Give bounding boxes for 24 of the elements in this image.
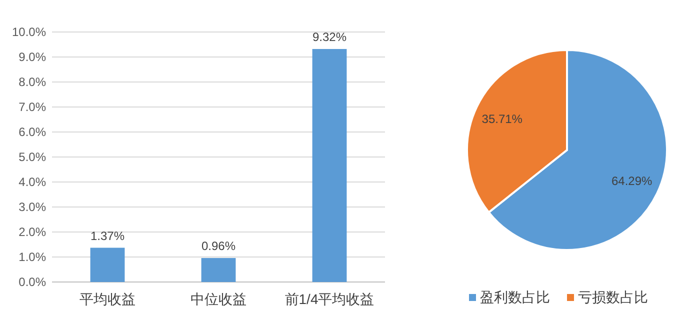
y-tick-label: 7.0% (18, 100, 46, 114)
y-tick-label: 10.0% (12, 25, 46, 39)
y-tick-label: 2.0% (18, 225, 46, 239)
x-tick-label: 中位收益 (190, 291, 246, 307)
y-tick-label: 3.0% (18, 200, 46, 214)
y-tick-label: 5.0% (18, 150, 46, 164)
legend-label: 盈利数占比 (480, 289, 550, 305)
y-tick-label: 0.0% (18, 275, 46, 289)
x-tick-label: 前1/4平均收益 (284, 291, 374, 307)
data-label: 0.96% (201, 239, 236, 253)
bar (312, 49, 347, 282)
y-tick-label: 8.0% (18, 75, 46, 89)
data-label: 1.37% (90, 228, 125, 243)
data-label: 9.32% (312, 30, 347, 44)
x-tick-label: 平均收益 (80, 291, 136, 307)
data-label: 35.71% (482, 112, 523, 126)
y-tick-label: 4.0% (18, 175, 46, 189)
bar (90, 248, 125, 282)
legend-label: 亏损数占比 (578, 289, 648, 305)
y-tick-label: 1.0% (18, 250, 46, 264)
y-tick-label: 6.0% (18, 125, 46, 139)
y-tick-label: 9.0% (18, 50, 46, 64)
bar (201, 258, 236, 282)
data-label: 64.29% (612, 174, 653, 188)
